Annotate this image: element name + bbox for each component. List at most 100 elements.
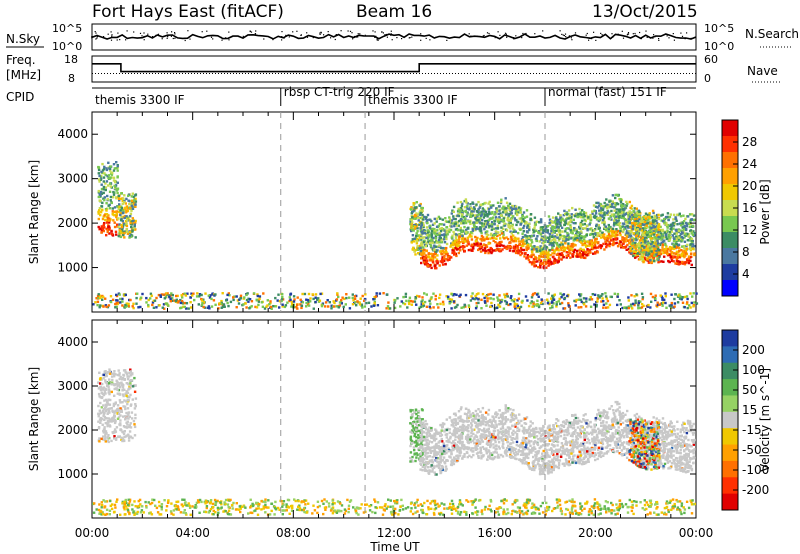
range-cell [588,223,591,226]
range-cell [436,241,439,244]
range-cell [533,226,536,230]
range-cell [580,300,583,304]
range-cell [453,293,456,296]
range-cell [539,227,543,231]
range-cell [457,237,461,240]
range-cell [467,243,470,246]
range-cell [415,212,418,215]
nave-point [560,73,561,74]
range-cell [583,303,586,306]
range-cell [497,231,500,234]
range-cell [545,266,548,269]
range-cell [657,261,660,264]
range-cell [120,192,123,195]
nave-point [482,73,483,74]
range-cell [452,217,455,220]
range-cell [587,216,590,219]
range-cell [439,227,442,230]
range-cell [421,206,424,210]
sky-search-point [563,35,565,37]
range-cell [551,235,554,239]
range-cell [585,215,588,218]
range-cell [498,250,502,253]
range-cell [640,220,643,223]
range-cell [184,294,188,297]
range-cell [566,234,569,237]
range-cell [604,295,608,298]
range-cell [558,254,561,257]
sky-search-point [588,39,590,41]
range-cell [97,293,100,296]
range-cell [614,235,617,239]
range-cell [538,249,542,252]
range-cell [169,300,172,303]
range-cell [487,207,491,211]
range-cell [693,253,696,256]
range-cell [452,230,455,234]
range-cell [656,257,659,260]
range-cell [635,238,638,242]
range-cell [661,297,664,300]
sky-search-point [681,35,684,37]
sky-search-point [593,31,595,33]
range-cell [506,218,509,221]
range-cell [463,249,466,253]
range-cell [123,194,126,197]
range-cell [492,234,496,237]
range-cell [625,235,629,238]
range-cell [655,259,659,262]
y-tick-label: 1000 [57,261,88,275]
nave-point [374,73,375,74]
range-cell [681,260,684,264]
nave-point [422,73,423,74]
range-cell [418,236,421,239]
range-cell [632,232,635,235]
range-cell [441,256,444,259]
range-cell [159,295,162,298]
range-cell [107,161,110,164]
range-cell [491,216,495,219]
sky-search-point [372,30,374,32]
nave-point [551,73,552,74]
range-cell [567,221,570,224]
range-cell [296,303,299,306]
range-cell [486,237,489,240]
range-cell [411,216,414,219]
sky-search-point [111,35,113,37]
range-cell [670,246,673,249]
range-cell [644,239,647,243]
nave-point [236,73,237,74]
sky-search-point [103,36,105,38]
range-cell [179,298,182,302]
range-cell [548,218,552,221]
range-cell [134,200,138,203]
range-cell [515,223,518,227]
range-cell [150,294,153,297]
range-cell [547,300,550,303]
sky-search-point [228,39,230,41]
range-cell [581,223,584,226]
range-cell [481,292,485,296]
range-cell [546,231,549,234]
range-cell [560,252,564,255]
range-cell [583,218,586,222]
range-cell [457,224,460,227]
range-cell [637,232,641,235]
range-cell [569,237,572,240]
nave-point [668,73,669,74]
range-cell [550,262,553,265]
sky-search-point [632,33,634,35]
range-cell [539,259,543,262]
range-cell [108,169,112,172]
range-cell [686,258,689,261]
range-cell [608,242,611,245]
range-cell [589,251,592,254]
range-cell [422,225,425,229]
nave-point [521,73,522,74]
range-cell [598,234,601,237]
nave-tick-bottom: 0 [704,72,711,85]
range-cell [678,212,681,215]
range-cell [627,247,631,251]
nave-point [596,73,597,74]
range-cell [518,243,521,247]
